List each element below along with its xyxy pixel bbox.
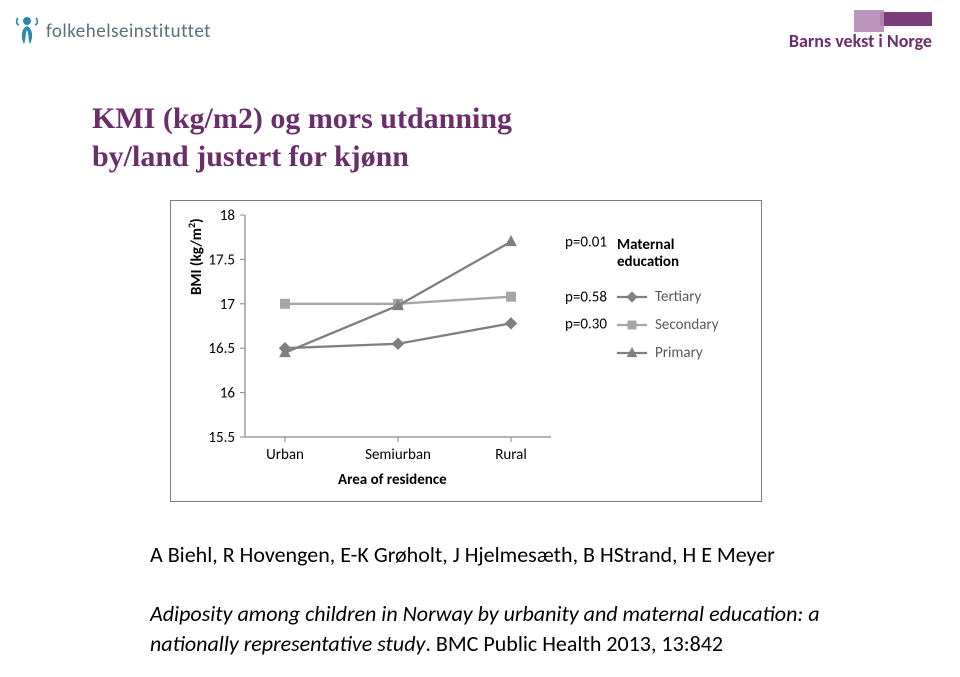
svg-text:17.5: 17.5 [208,251,235,269]
brand-name-left: folkehelseinstituttet [46,20,211,43]
legend-item: Tertiary [617,288,747,306]
svg-text:16.5: 16.5 [208,340,235,358]
svg-text:p=0.01: p=0.01 [565,234,607,252]
svg-text:16: 16 [220,385,236,403]
svg-text:15.5: 15.5 [208,429,235,447]
plot-area: 15.51616.51717.518UrbanSemiurbanRuralp=0… [245,215,551,437]
citation-authors: A Biehl, R Hovengen, E-K Grøholt, J Hjel… [150,541,775,568]
legend-item: Primary [617,344,747,362]
legend-title: Maternal education [617,237,747,272]
chart-svg: 15.51616.51717.518UrbanSemiurbanRuralp=0… [245,215,551,437]
brand-name-right: Barns vekst i Norge [789,30,932,52]
logo-icon [14,14,40,48]
legend-label: Primary [655,344,703,362]
svg-text:Urban: Urban [266,446,304,464]
bmi-chart: 15.5 16 16.5 17 17.5 18 Urban Semiurban Rural p=0… [170,200,762,502]
svg-text:Rural: Rural [495,446,527,464]
brand-logo-right: Barns vekst i Norge [789,10,932,52]
legend-label: Secondary [655,316,719,334]
svg-text:Semiurban: Semiurban [365,446,431,464]
svg-text:17: 17 [220,296,236,314]
citation-block: A Biehl, R Hovengen, E-K Grøholt, J Hjel… [150,540,850,659]
legend-label: Tertiary [655,288,701,306]
svg-text:18: 18 [220,207,235,225]
citation-journal: . BMC Public Health 2013, 13:842 [425,630,723,657]
y-axis-title: BMI (kg/m2) [185,218,206,295]
brand-logo-left: folkehelseinstituttet [14,14,211,48]
x-axis-title: Area of residence [338,471,447,489]
title-line-1: KMI (kg/m2) og mors utdanning [92,102,512,135]
svg-text:p=0.58: p=0.58 [565,289,607,307]
title-line-2: by/land justert for kjønn [92,140,409,173]
brand-blocks-icon [789,10,932,26]
slide-title: KMI (kg/m2) og mors utdanning by/land ju… [92,100,512,175]
chart-legend: Maternal education Tertiary Secondary Prim… [617,237,747,372]
svg-text:p=0.30: p=0.30 [565,315,607,333]
legend-item: Secondary [617,316,747,334]
